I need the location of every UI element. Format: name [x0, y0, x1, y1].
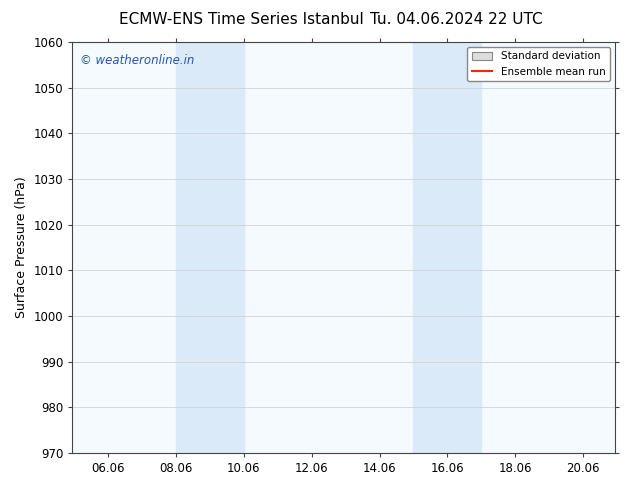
Legend: Standard deviation, Ensemble mean run: Standard deviation, Ensemble mean run [467, 47, 610, 81]
Text: Tu. 04.06.2024 22 UTC: Tu. 04.06.2024 22 UTC [370, 12, 543, 27]
Text: © weatheronline.in: © weatheronline.in [81, 54, 195, 68]
Bar [176, 42, 244, 453]
Bar [413, 42, 481, 453]
Y-axis label: Surface Pressure (hPa): Surface Pressure (hPa) [15, 176, 28, 318]
Text: ECMW-ENS Time Series Istanbul: ECMW-ENS Time Series Istanbul [119, 12, 363, 27]
